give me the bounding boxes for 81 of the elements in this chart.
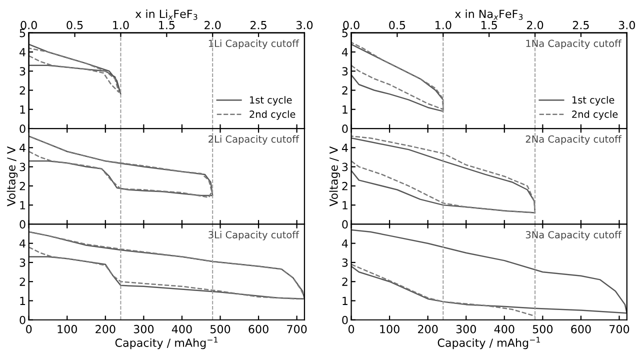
y-axis-title: Voltage / V — [329, 146, 340, 206]
x-tick-label: 200 — [96, 324, 116, 334]
x2-tick-label: 3.0 — [296, 20, 313, 30]
legend-label: 2nd cycle — [572, 110, 618, 120]
y-tick-label: 0 — [342, 316, 348, 324]
line-series — [351, 264, 536, 317]
y-tick-label: 0 — [20, 220, 26, 229]
y-tick-label: 1 — [20, 201, 26, 210]
line-series — [28, 231, 304, 300]
y-tick-label: 3 — [20, 162, 26, 172]
x2-tick-label: 0.5 — [389, 20, 406, 30]
y-tick-label: 4 — [342, 239, 348, 248]
y-tick-label: 2 — [342, 182, 348, 190]
x-tick-label: 300 — [456, 324, 476, 334]
y-tick-label: 3 — [342, 162, 348, 172]
y-tick-label: 1 — [20, 296, 26, 305]
x2-tick-label: 1.0 — [436, 20, 452, 30]
x-tick-label: 0 — [348, 324, 354, 334]
x2-tick-label: 1.0 — [113, 20, 129, 30]
x-tick-label: 100 — [380, 324, 400, 334]
x2-tick-label: 2.0 — [527, 20, 544, 30]
x2-axis-title: x in Na$_{x}$FeF$_{3}$ — [454, 9, 523, 20]
legend-label: 1st cycle — [572, 96, 614, 106]
y-tick-label: 0 — [20, 124, 26, 133]
annotation: 3Na Capacity cutoff — [526, 230, 622, 240]
y-tick-label: 2 — [20, 182, 25, 190]
y-tick-label: 3 — [342, 67, 348, 76]
annotation: 1Na Capacity cutoff — [526, 40, 622, 49]
x-tick-label: 300 — [134, 324, 154, 334]
x-tick-label: 400 — [172, 324, 192, 334]
x2-tick-label: 1.5 — [481, 21, 497, 30]
annotation: 2Li Capacity cutoff — [208, 135, 300, 145]
x-tick-label: 500 — [210, 324, 230, 334]
x2-tick-label: 2.0 — [204, 20, 221, 30]
x2-tick-label: 0.0 — [20, 20, 37, 30]
x-tick-label: 700 — [610, 324, 630, 334]
y-tick-label: 4 — [342, 144, 348, 152]
legend-label: 2nd cycle — [250, 110, 296, 120]
x2-tick-label: 3.0 — [618, 20, 635, 30]
x-axis-title: Capacity / mAhg$^{−1}$ — [438, 336, 540, 350]
y-tick-label: 1 — [342, 296, 348, 305]
y-tick-label: 4 — [20, 239, 26, 248]
y-tick-label: 1 — [342, 201, 348, 210]
y-tick-label: 4 — [20, 144, 26, 152]
annotation: 3Li Capacity cutoff — [208, 230, 300, 240]
y-tick-label: 2 — [342, 278, 348, 286]
x-tick-label: 200 — [418, 324, 438, 334]
x2-tick-label: 0.5 — [66, 20, 83, 30]
y-tick-label: 2 — [20, 86, 25, 94]
x-tick-label: 700 — [287, 324, 307, 334]
y-tick-label: 0 — [342, 220, 348, 229]
line-series — [351, 229, 627, 314]
x2-tick-label: 2.5 — [572, 20, 589, 30]
y-tick-label: 4 — [342, 48, 348, 56]
x-tick-label: 100 — [58, 324, 77, 334]
x-tick-label: 400 — [494, 324, 514, 334]
annotation: 1Li Capacity cutoff — [208, 40, 300, 49]
y-tick-label: 2 — [342, 86, 348, 94]
y-axis-title: Voltage / V — [6, 146, 18, 206]
x2-tick-label: 2.5 — [250, 20, 266, 30]
y-tick-label: 4 — [20, 48, 26, 56]
x2-axis-title: x in Li$_{x}$FeF$_{3}$ — [135, 9, 198, 20]
x-axis-title: Capacity / mAhg$^{−1}$ — [115, 336, 218, 350]
x2-tick-label: 1.5 — [159, 21, 175, 30]
x-tick-label: 0 — [26, 324, 32, 334]
y-tick-label: 0 — [342, 124, 348, 133]
legend-label: 1st cycle — [250, 96, 292, 106]
x-tick-label: 500 — [532, 324, 553, 334]
y-tick-label: 3 — [20, 67, 26, 76]
x2-tick-label: 0.0 — [343, 20, 360, 30]
y-tick-label: 3 — [20, 258, 26, 267]
y-tick-label: 2 — [20, 278, 25, 286]
y-tick-label: 5 — [342, 28, 348, 38]
y-tick-label: 5 — [20, 28, 26, 38]
y-tick-label: 1 — [342, 106, 348, 114]
annotation: 2Na Capacity cutoff — [526, 135, 622, 145]
y-tick-label: 1 — [20, 106, 26, 114]
y-tick-label: 0 — [20, 316, 26, 324]
y-tick-label: 3 — [342, 258, 348, 267]
x-tick-label: 600 — [248, 324, 268, 334]
x-tick-label: 600 — [571, 324, 591, 334]
